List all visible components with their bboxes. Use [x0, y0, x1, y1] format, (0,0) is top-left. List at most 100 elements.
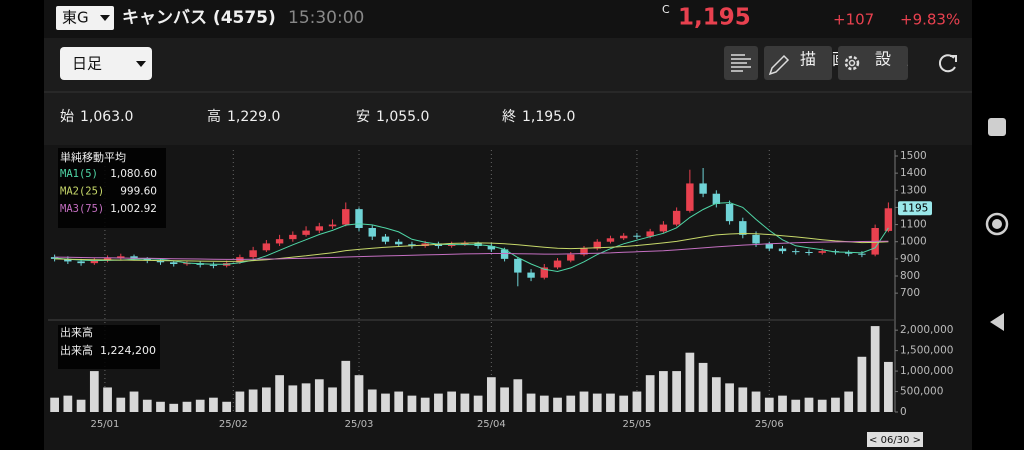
- dropdown-icon: [100, 15, 110, 21]
- candle-body: [686, 183, 694, 211]
- candle-body: [527, 272, 535, 278]
- volume-bar: [526, 393, 536, 412]
- candle-body: [130, 256, 138, 259]
- candle-body: [143, 258, 151, 261]
- x-tick-label: 25/04: [477, 419, 506, 430]
- candle-body: [593, 241, 601, 249]
- volume-bar: [142, 399, 152, 412]
- volume-bar: [116, 397, 126, 412]
- nav-recent[interactable]: [988, 118, 1006, 136]
- summary-value: 1,229.0: [227, 109, 280, 125]
- volume-bar: [407, 395, 417, 412]
- candle-body: [606, 238, 615, 242]
- candle-body: [302, 230, 310, 235]
- y-tick-label: 800: [900, 270, 920, 282]
- volume-bar: [103, 387, 112, 412]
- candle-body: [646, 231, 654, 237]
- volume-bar: [169, 403, 179, 412]
- volume-bar: [209, 397, 218, 412]
- candle-body: [395, 241, 403, 245]
- nav-home[interactable]: [985, 212, 1009, 236]
- refresh-icon[interactable]: [938, 54, 956, 73]
- y-tick-label: 900: [900, 253, 920, 265]
- change: +107: [833, 11, 874, 29]
- y2-tick-label: 0: [900, 406, 907, 418]
- settings-button[interactable]: [838, 46, 908, 80]
- candle-body: [778, 248, 787, 252]
- candle-body: [156, 260, 165, 263]
- nav-back[interactable]: [990, 313, 1004, 331]
- period-select[interactable]: [60, 47, 152, 80]
- last-price-label: 1195: [902, 202, 929, 214]
- volume-bar: [645, 375, 655, 412]
- volume-bar: [354, 375, 364, 412]
- volume-bar: [50, 397, 59, 412]
- pencil-icon: [768, 54, 790, 76]
- volume-bar: [328, 387, 337, 412]
- candle-body: [487, 246, 496, 250]
- volume-bar: [778, 395, 787, 412]
- volume-bar: [500, 387, 509, 412]
- nav-home-dot: [992, 219, 1002, 229]
- candle-body: [580, 248, 588, 255]
- volume-bar: [301, 383, 311, 412]
- ma-line: [54, 232, 889, 262]
- volume-bar: [513, 379, 523, 412]
- draw-button[interactable]: [764, 46, 832, 80]
- volume-title: 出来高: [60, 325, 93, 339]
- summary-value: 1,195.0: [522, 109, 575, 125]
- candle-body: [540, 267, 548, 278]
- candle-body: [553, 260, 562, 268]
- y2-tick-label: 1,500,000: [900, 345, 953, 357]
- y-tick-label: 1500: [900, 150, 927, 162]
- candle-body: [792, 251, 800, 253]
- volume-bar: [870, 326, 880, 412]
- summary-value: 1,055.0: [376, 109, 429, 125]
- price-flag: C: [662, 3, 670, 16]
- y2-tick-label: 1,000,000: [900, 365, 953, 377]
- candle-body: [103, 258, 112, 261]
- volume-bar: [394, 391, 404, 412]
- candle-body: [765, 243, 773, 249]
- last-price-tag: [898, 201, 932, 216]
- dropdown-icon: [136, 61, 146, 67]
- candle-body: [381, 236, 390, 242]
- x-tick-label: 25/01: [90, 419, 119, 430]
- candle-body: [725, 204, 734, 222]
- volume-bar: [698, 362, 708, 412]
- list-icon: [731, 54, 751, 72]
- volume-bar: [195, 399, 205, 412]
- volume-bar: [764, 397, 774, 412]
- candle-body: [64, 258, 72, 262]
- volume-bar: [248, 389, 258, 412]
- x-tick-label: 25/06: [755, 419, 784, 430]
- volume-bar: [539, 395, 549, 412]
- legend-value: 999.60: [120, 186, 157, 198]
- candle-body: [355, 209, 363, 228]
- candle-body: [368, 228, 376, 237]
- x-tick-label: 25/02: [219, 419, 248, 430]
- ma-line: [54, 240, 889, 260]
- volume-bar: [447, 391, 457, 412]
- volume-bar: [566, 395, 576, 412]
- summary-label: 始: [60, 109, 74, 125]
- market-select[interactable]: [56, 6, 114, 30]
- y-tick-label: 1000: [900, 236, 927, 248]
- candle-body: [77, 261, 85, 264]
- candle-body: [342, 209, 350, 225]
- stock-name: キャンバス (4575): [122, 8, 276, 28]
- market: 東G: [62, 9, 89, 27]
- summary-value: 1,063.0: [80, 109, 133, 125]
- volume-bar: [434, 393, 443, 412]
- volume-bar: [182, 401, 192, 412]
- ma-line: [54, 202, 889, 273]
- legend-value: 1,080.60: [110, 168, 157, 180]
- legend-value: 1,002.92: [110, 203, 157, 215]
- volume-bar: [857, 356, 867, 412]
- volume-bar: [473, 395, 483, 412]
- candle-body: [408, 244, 416, 246]
- volume-bar: [275, 375, 284, 412]
- volume-bar: [420, 397, 430, 412]
